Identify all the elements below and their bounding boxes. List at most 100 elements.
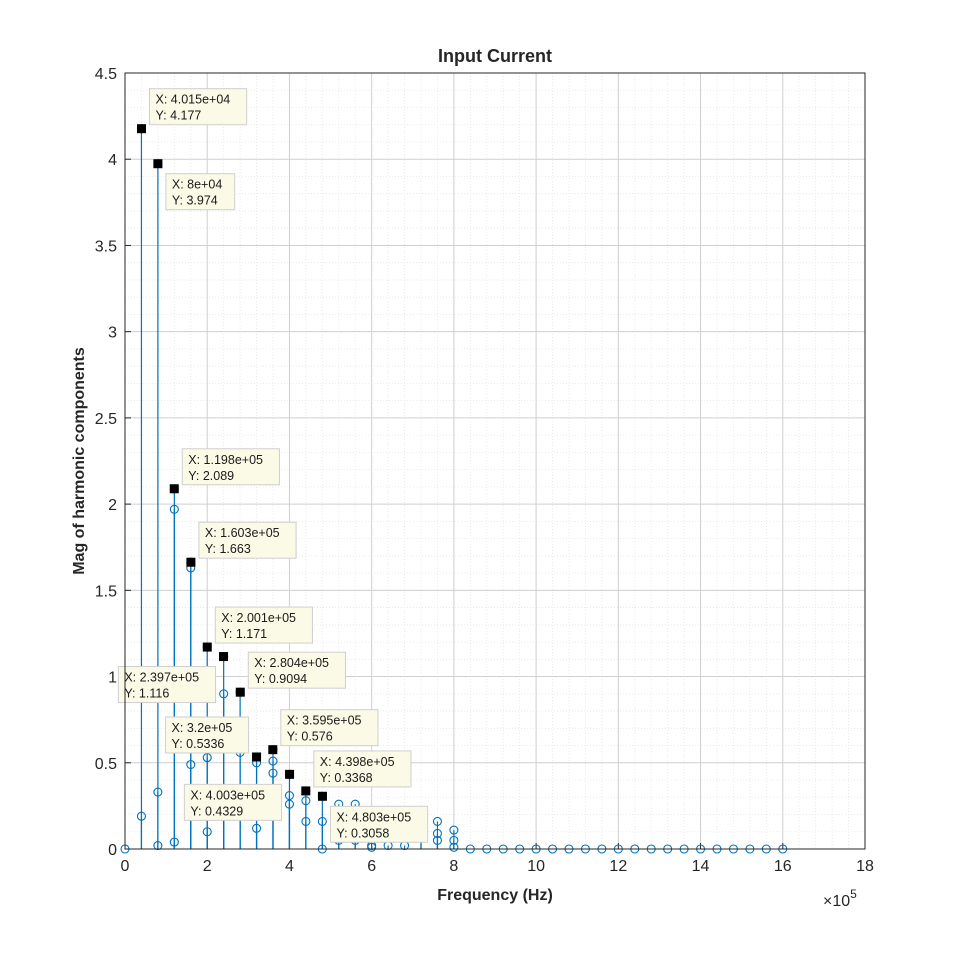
datatip-x-text: X: 4.803e+05 — [336, 810, 411, 824]
x-tick-label: 4 — [285, 858, 294, 875]
stem-marker — [449, 842, 459, 852]
datatip-box — [183, 783, 283, 821]
datatip[interactable]: X: 3.2e+05 Y: 0.5336 — [165, 716, 262, 762]
datatip-y-text: Y: 0.576 — [287, 730, 333, 744]
stem-marker — [432, 816, 442, 826]
x-tick-labels: 0 2 4 6 8 10 12 14 16 18 — [121, 858, 874, 875]
stem-marker — [284, 790, 294, 801]
datatip-marker — [153, 159, 163, 169]
x-exponent-label: ×105 — [823, 887, 857, 910]
x-exponent-power: 5 — [850, 887, 857, 901]
x-tick-label: 10 — [527, 858, 545, 875]
y-tick-label: 3.5 — [95, 238, 117, 255]
datatip-y-text: Y: 0.4329 — [190, 804, 243, 818]
stem-marker — [284, 799, 294, 809]
y-tick-label: 2 — [108, 497, 117, 514]
y-tick-label: 4 — [108, 152, 117, 169]
datatip-y-text: Y: 2.089 — [188, 469, 234, 483]
datatip-y-text: Y: 1.116 — [124, 687, 169, 701]
y-axis-label: Mag of harmonic components — [71, 347, 88, 575]
datatip[interactable]: X: 2.397e+05 Y: 1.116 — [117, 652, 229, 704]
datatip-x-text: X: 2.001e+05 — [221, 611, 296, 625]
datatip-box — [280, 709, 379, 747]
x-tick-label: 12 — [609, 858, 627, 875]
datatip[interactable]: X: 3.595e+05 Y: 0.576 — [268, 709, 379, 755]
y-tick-label: 1 — [108, 670, 117, 687]
datatip-y-text: Y: 3.974 — [172, 194, 218, 208]
x-tick-label: 18 — [856, 858, 874, 875]
datatip[interactable]: X: 4.015e+04 Y: 4.177 — [137, 88, 248, 134]
y-tick-label: 2.5 — [95, 411, 117, 428]
datatip-marker — [268, 745, 278, 755]
datatip-box — [165, 173, 236, 211]
x-tick-label: 14 — [692, 858, 710, 875]
datatip[interactable]: X: 8e+04 Y: 3.974 — [153, 159, 236, 211]
datatip[interactable]: X: 1.603e+05 Y: 1.663 — [186, 521, 297, 567]
datatip[interactable]: X: 1.198e+05 Y: 2.089 — [169, 448, 280, 494]
datatip-x-text: X: 4.015e+04 — [156, 93, 231, 107]
stem-marker — [449, 835, 459, 845]
datatip-x-text: X: 8e+04 — [172, 178, 222, 192]
datatip[interactable]: X: 2.001e+05 Y: 1.171 — [202, 606, 313, 652]
chart-title: Input Current — [438, 46, 552, 66]
stem-marker — [153, 787, 163, 797]
stem-marker — [432, 828, 442, 839]
datatip-x-text: X: 3.2e+05 — [172, 721, 233, 735]
datatip-box — [214, 606, 313, 644]
datatip-marker — [137, 124, 147, 134]
stem-marker — [169, 504, 179, 514]
stem-marker — [136, 811, 146, 821]
datatip[interactable]: X: 2.804e+05 Y: 0.9094 — [235, 651, 346, 697]
datatip-box — [329, 805, 429, 843]
x-tick-label: 0 — [121, 858, 130, 875]
datatip-box — [198, 521, 297, 559]
datatip-box — [313, 750, 412, 788]
stem-marker — [169, 837, 179, 847]
stem-marker — [367, 842, 377, 852]
datatip-y-text: Y: 0.3368 — [320, 771, 373, 785]
y-tick-labels: 0 0.5 1 1.5 2 2.5 3 3.5 4 4.5 — [95, 66, 117, 859]
stem-marker — [432, 835, 442, 845]
x-axis-label: Frequency (Hz) — [437, 887, 553, 904]
datatip-marker — [317, 791, 327, 801]
stem-marker — [317, 816, 327, 826]
datatip-box — [117, 666, 217, 704]
datatip-y-text: Y: 0.9094 — [254, 672, 307, 686]
stem-marker — [301, 796, 311, 806]
x-tick-label: 16 — [774, 858, 792, 875]
datatip-marker — [252, 752, 262, 762]
stem-marker — [268, 768, 278, 778]
x-tick-label: 6 — [367, 858, 376, 875]
datatip-y-text: Y: 0.3058 — [336, 826, 389, 840]
stem-marker — [202, 827, 212, 837]
datatip-x-text: X: 4.003e+05 — [190, 788, 265, 802]
datatip[interactable]: X: 4.003e+05 Y: 0.4329 — [183, 769, 295, 821]
datatip-y-text: Y: 1.171 — [221, 627, 267, 641]
datatip[interactable]: X: 4.398e+05 Y: 0.3368 — [301, 750, 412, 796]
datatip-y-text: Y: 4.177 — [156, 109, 202, 123]
stem-marker — [449, 825, 459, 835]
datatip-y-text: Y: 1.663 — [205, 542, 251, 556]
datatip-y-text: Y: 0.5336 — [172, 737, 225, 751]
datatip[interactable]: X: 4.803e+05 Y: 0.3058 — [317, 791, 429, 843]
datatip-marker — [202, 642, 212, 652]
stem-marker — [202, 753, 212, 763]
datatip-x-text: X: 1.198e+05 — [188, 453, 263, 467]
datatip-marker — [186, 557, 196, 567]
datatip-x-text: X: 4.398e+05 — [320, 755, 395, 769]
stem-marker — [186, 759, 196, 770]
x-exponent-base: ×10 — [823, 893, 850, 910]
stem-marker — [252, 823, 262, 833]
x-tick-label: 2 — [203, 858, 212, 875]
datatip-marker — [301, 786, 311, 796]
datatip-marker — [235, 687, 245, 697]
datatip-box — [181, 448, 280, 486]
datatips: X: 4.015e+04 Y: 4.177 X: 8e+04 Y: 3.974 X: 1… — [117, 88, 429, 843]
datatip-marker — [219, 652, 229, 662]
datatip-box — [165, 716, 250, 754]
datatip-x-text: X: 3.595e+05 — [287, 714, 362, 728]
stem-marker — [153, 841, 163, 851]
datatip-box — [247, 651, 346, 689]
